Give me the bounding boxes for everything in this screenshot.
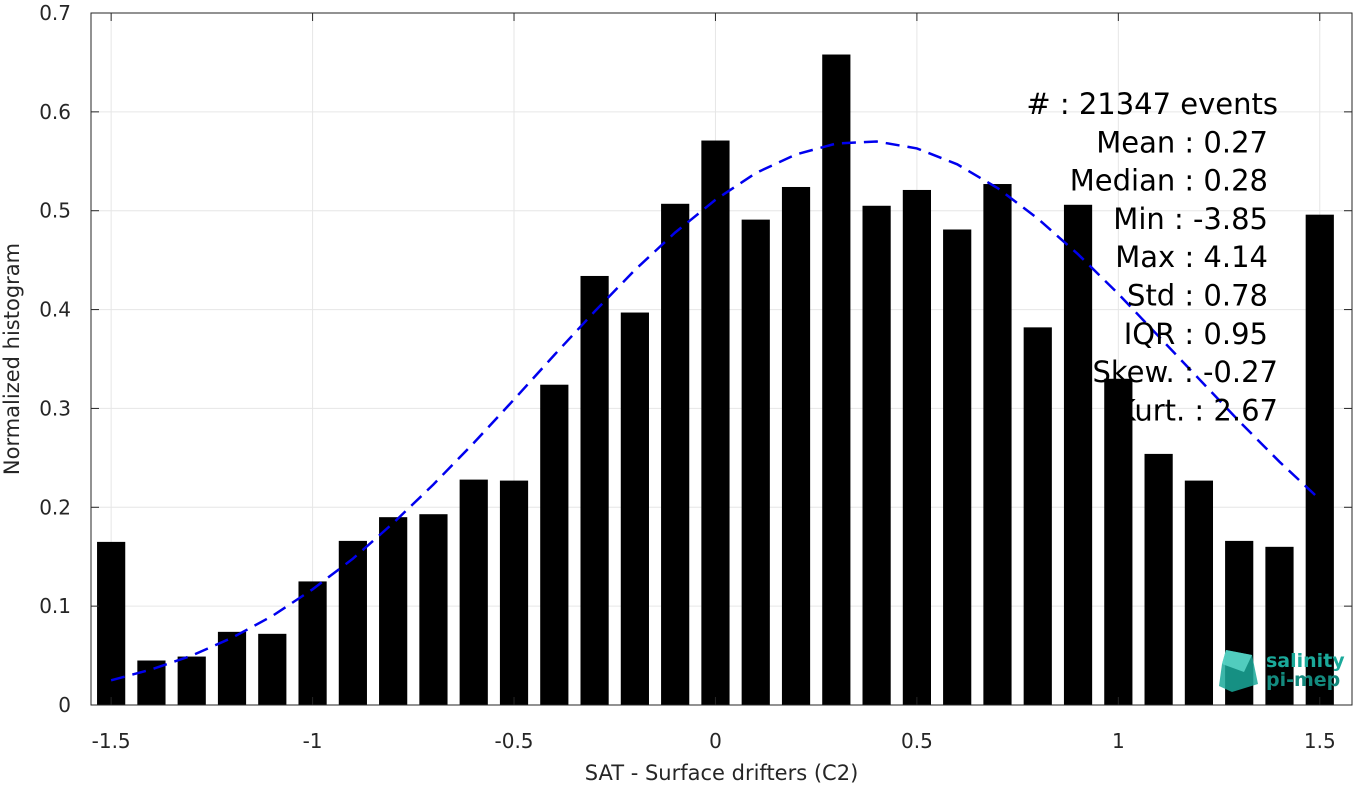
x-tick-label: -1.5 <box>92 729 131 753</box>
histogram-bar <box>379 517 408 705</box>
histogram-bar <box>1144 453 1173 705</box>
stat-line: # : 21347 events <box>1026 87 1278 121</box>
y-tick-label: 0.4 <box>39 298 71 322</box>
x-tick-label: 0 <box>709 729 722 753</box>
histogram-bar <box>258 633 287 705</box>
x-tick-label: 0.5 <box>901 729 933 753</box>
y-tick-label: 0 <box>58 693 71 717</box>
y-tick-label: 0.6 <box>39 100 71 124</box>
histogram-bar <box>540 384 569 705</box>
histogram-bar <box>1063 204 1093 706</box>
histogram-bar <box>1184 480 1214 705</box>
y-axis-ticks: 0 0.1 0.2 0.3 0.4 0.5 0.6 0.7 <box>39 1 1352 717</box>
y-tick-label: 0.2 <box>39 495 71 519</box>
histogram-bar <box>459 479 488 705</box>
histogram-bars <box>97 54 1334 706</box>
statistics-box: # : 21347 events Mean : 0.27 Median : 0.28… <box>1026 87 1278 427</box>
histogram-bar <box>661 203 690 705</box>
stat-line: Kurt. : 2.67 <box>1117 393 1278 427</box>
normal-fit-curve <box>110 140 1321 682</box>
x-tick-label: 1.5 <box>1304 729 1336 753</box>
histogram-bar <box>97 541 126 705</box>
axes-box <box>90 12 1353 706</box>
histogram-bar <box>620 312 649 705</box>
histogram-bar <box>419 514 448 705</box>
logo-line2: pi-mep <box>1266 669 1340 691</box>
stat-line: Skew. : -0.27 <box>1092 355 1278 389</box>
stat-line: Mean : 0.27 <box>1096 125 1268 159</box>
histogram-bar <box>822 54 851 705</box>
histogram-bar <box>580 275 609 705</box>
y-tick-label: 0.1 <box>39 594 71 618</box>
stat-line: Min : -3.85 <box>1113 202 1268 236</box>
logo-line1: salinity <box>1266 650 1345 672</box>
logo-cube-facet-icon <box>1222 650 1252 672</box>
x-tick-label: 1 <box>1112 729 1125 753</box>
x-tick-label: -0.5 <box>495 729 534 753</box>
histogram-bar <box>1023 327 1052 705</box>
histogram-bar <box>217 631 247 705</box>
stat-line: Max : 4.14 <box>1115 240 1268 274</box>
histogram-bar <box>298 581 327 705</box>
histogram-bar <box>862 205 891 705</box>
histogram-bar <box>1104 378 1133 705</box>
histogram-bar <box>741 219 770 705</box>
histogram-bar <box>902 189 931 705</box>
x-tick-label: -1 <box>303 729 323 753</box>
histogram-bar <box>983 184 1012 706</box>
stat-line: Median : 0.28 <box>1070 164 1268 198</box>
histogram-bar <box>701 140 730 706</box>
histogram-bar <box>338 540 367 705</box>
y-axis-title: Normalized histogram <box>0 243 24 475</box>
histogram-bar <box>177 656 206 705</box>
y-tick-label: 0.3 <box>39 396 71 420</box>
x-axis-title: SAT - Surface drifters (C2) <box>585 761 859 785</box>
histogram-bar <box>1305 214 1334 705</box>
y-tick-label: 0.5 <box>39 199 71 223</box>
histogram-bar <box>1265 546 1294 705</box>
x-axis-ticks: -1.5 -1 -0.5 0 0.5 1 1.5 <box>92 13 1336 753</box>
y-tick-label: 0.7 <box>39 1 71 25</box>
stat-line: IQR : 0.95 <box>1124 317 1268 351</box>
histogram-bar <box>781 186 811 705</box>
histogram-bar <box>499 480 529 705</box>
histogram-bar <box>943 229 972 706</box>
histogram-bar <box>137 660 166 705</box>
stat-line: Std : 0.78 <box>1127 279 1268 313</box>
